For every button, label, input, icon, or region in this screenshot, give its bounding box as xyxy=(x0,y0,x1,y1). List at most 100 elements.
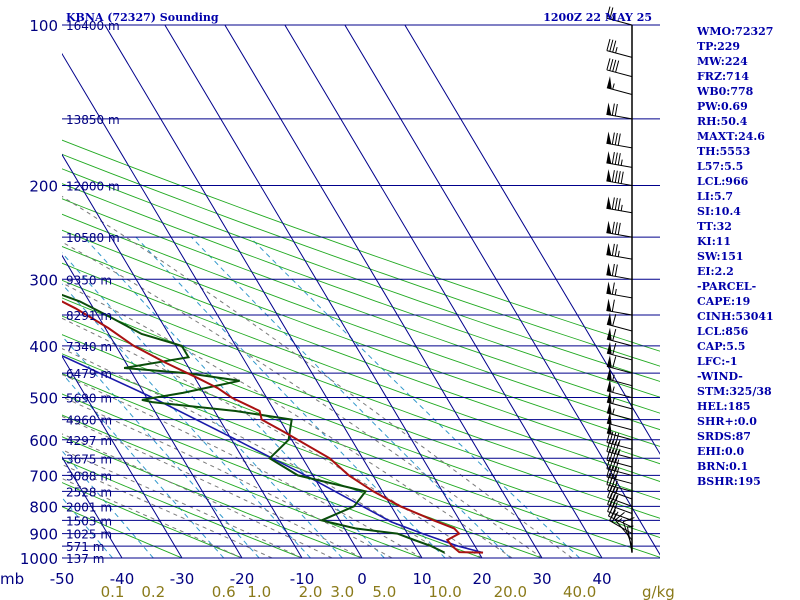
wind-barb xyxy=(606,58,633,78)
mixing-ratio-line xyxy=(249,236,581,558)
mixing-ratio-line xyxy=(191,236,511,558)
height-label: 1025 m xyxy=(66,528,112,542)
index-entry: SRDS:87 xyxy=(697,430,751,443)
temperature-tick-label: -20 xyxy=(230,570,255,588)
pressure-tick-label: 900 xyxy=(29,526,58,544)
index-entry: -WIND- xyxy=(697,370,743,383)
mixing-ratio-tick-label: 20.0 xyxy=(494,583,527,600)
index-entry: CINH:53041 xyxy=(697,310,774,323)
index-entry: TT:32 xyxy=(697,220,732,233)
wind-barb xyxy=(606,411,633,431)
mixing-ratio-line xyxy=(62,252,343,558)
index-entry: RH:50.4 xyxy=(697,115,748,128)
isotherm-line xyxy=(404,25,660,455)
wind-barb xyxy=(606,439,633,459)
wind-barb xyxy=(606,196,633,214)
dry-adiabat-line xyxy=(62,139,660,352)
isotherm-line xyxy=(62,456,123,558)
wind-barb xyxy=(606,131,633,149)
height-label: 4960 m xyxy=(66,414,112,428)
temperature-tick-label: 30 xyxy=(532,570,551,588)
wind-barb xyxy=(606,312,633,332)
dry-adiabat-line xyxy=(62,262,660,482)
moist-adiabat-line xyxy=(62,282,513,558)
height-labels: 16400 m 13850 m 12000 m 10580 m 9350 m 8291 m… xyxy=(66,19,120,566)
height-label: 3675 m xyxy=(66,452,112,466)
index-entry: CAPE:19 xyxy=(697,295,750,308)
wind-barb xyxy=(606,242,633,260)
height-label: 7340 m xyxy=(66,340,112,354)
temperature-tick-label: -10 xyxy=(290,570,315,588)
wind-barb xyxy=(606,465,633,485)
mixing-ratio-line xyxy=(62,372,225,558)
mixing-ratio-line xyxy=(62,335,260,558)
dry-adiabat-line xyxy=(62,168,660,382)
pressure-tick-label: 500 xyxy=(29,390,58,408)
height-label: 571 m xyxy=(66,540,104,554)
wind-barb xyxy=(606,38,633,58)
index-entry: TP:229 xyxy=(697,40,740,53)
wind-barb xyxy=(606,76,633,95)
pressure-tick-label: 300 xyxy=(29,271,58,289)
pressure-tick-label: 200 xyxy=(29,177,58,195)
dry-adiabat-line xyxy=(62,153,660,367)
pressure-axis-labels: 100 200 300 400 500 600 700 800 900 1000 xyxy=(20,17,58,568)
sounding-time: 1200Z 22 MAY 25 xyxy=(543,11,652,24)
isotherm-line xyxy=(62,52,363,558)
mixing-ratio-tick-label: 0.1 xyxy=(101,583,125,600)
temperature-tick-label: 10 xyxy=(412,570,431,588)
mixing-ratio-tick-label: 0.2 xyxy=(141,583,165,600)
index-entry: EHI:0.0 xyxy=(697,445,744,458)
wind-barb xyxy=(606,298,633,316)
pressure-unit-label: mb xyxy=(0,570,24,588)
wind-barb xyxy=(607,493,633,514)
dry-adiabat-line xyxy=(62,414,423,558)
temperature-tick-label: -40 xyxy=(110,570,135,588)
dry-adiabat-line xyxy=(62,229,660,447)
height-label: 137 m xyxy=(66,552,104,566)
index-entry: PW:0.69 xyxy=(697,100,748,113)
mixing-ratio-tick-label: 10.0 xyxy=(428,583,461,600)
mixing-ratio-tick-label: 3.0 xyxy=(330,583,354,600)
index-entry: EI:2.2 xyxy=(697,265,734,278)
index-entry: LI:5.7 xyxy=(697,190,733,203)
temperature-tick-label: 40 xyxy=(592,570,611,588)
height-label: 10580 m xyxy=(66,231,120,245)
wind-barb xyxy=(606,6,633,26)
moist-adiabat-line xyxy=(62,464,273,558)
dry-adiabat-line xyxy=(62,246,660,465)
index-entry: LFC:-1 xyxy=(697,355,738,368)
height-label: 16400 m xyxy=(66,19,120,33)
wind-barb xyxy=(606,390,633,410)
moist-adiabat-line xyxy=(62,477,243,558)
mixing-ratio-line xyxy=(62,496,113,558)
temperature-tick-label: 0 xyxy=(357,570,367,588)
temperature-tick-label: -30 xyxy=(170,570,195,588)
dewpoint-trace xyxy=(62,293,446,554)
wind-barb xyxy=(606,421,633,441)
index-entry: BRN:0.1 xyxy=(697,460,748,473)
temperature-tick-label: 20 xyxy=(472,570,491,588)
dewpoint-line xyxy=(62,293,446,554)
isotherms xyxy=(62,25,660,558)
wind-barb xyxy=(606,262,633,280)
pressure-tick-label: 800 xyxy=(29,498,58,516)
isotherm-line xyxy=(62,355,183,558)
height-label: 2001 m xyxy=(66,500,112,514)
wind-barb xyxy=(606,401,633,421)
parcel-line xyxy=(62,354,484,554)
mixing-ratio-tick-label: 5.0 xyxy=(372,583,396,600)
isotherm-line xyxy=(164,25,483,558)
index-entry: HEL:185 xyxy=(697,400,751,413)
height-label: 6479 m xyxy=(66,367,112,381)
wind-barb xyxy=(606,281,633,299)
wind-barb xyxy=(606,102,633,120)
temperature-line xyxy=(62,300,484,554)
index-entry: MAXT:24.6 xyxy=(697,130,765,143)
pressure-tick-label: 600 xyxy=(29,432,58,450)
pressure-tick-label: 100 xyxy=(29,17,58,35)
index-entry: STM:325/38 xyxy=(697,385,772,398)
height-label: 12000 m xyxy=(66,179,120,193)
mixing-ratio-line xyxy=(62,283,311,558)
